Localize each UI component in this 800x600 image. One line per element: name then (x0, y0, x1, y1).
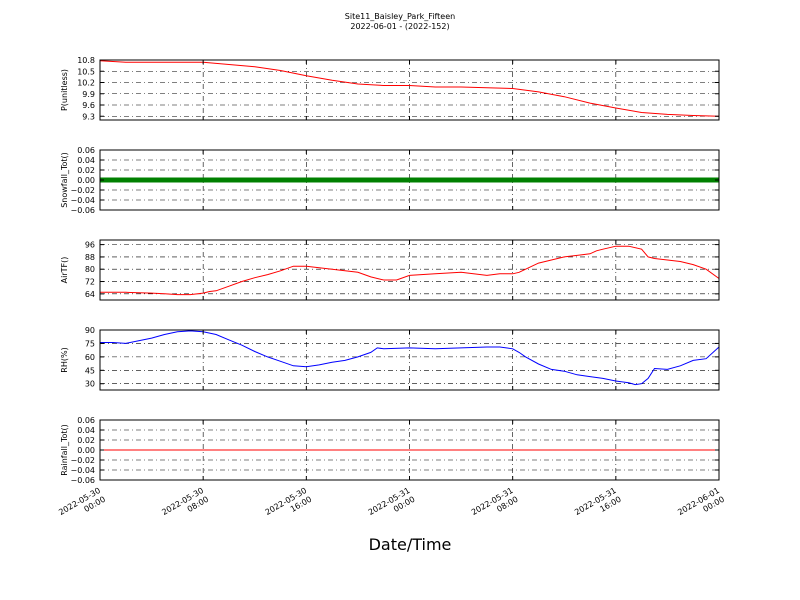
x-tick-label: 2022-05-3100:00 (367, 486, 417, 526)
y-tick-label: 10.8 (77, 56, 95, 65)
chart-panels: 10.810.510.29.99.69.3P(unitless)0.060.04… (60, 56, 720, 485)
series-line (100, 245, 720, 296)
y-tick-label: 9.3 (82, 112, 95, 121)
x-tick-label: 2022-06-0100:00 (676, 486, 726, 526)
y-axis-label: RH(%) (60, 347, 69, 372)
y-axis-label: Snowfall_Tot() (60, 152, 69, 208)
y-tick-label: 75 (85, 339, 95, 348)
panel-4: 90 75 60 45 30 RH(%) (60, 326, 720, 391)
y-tick-label: −0.04 (70, 196, 95, 205)
y-tick-label: 0.04 (77, 426, 95, 435)
y-tick-label: 9.6 (82, 101, 95, 110)
y-tick-label: 10.5 (77, 67, 95, 76)
y-tick-label: −0.02 (70, 186, 95, 195)
y-tick-label: 45 (85, 366, 95, 375)
y-tick-label: 72 (85, 278, 95, 287)
x-tick-labels: 2022-05-3000:00 2022-05-3008:00 2022-05-30… (57, 486, 726, 526)
y-axis-label: P(unitless) (60, 69, 69, 111)
y-tick-label: 90 (85, 326, 95, 335)
y-tick-label: 80 (85, 265, 95, 274)
y-tick-label: −0.06 (70, 206, 95, 215)
panel-2: 0.060.040.020.00−0.02−0.04−0.06Snowfall_… (60, 146, 720, 215)
y-tick-label: 0.06 (77, 146, 95, 155)
series-line (99, 60, 720, 117)
chart-subtitle: 2022-06-01 - (2022-152) (350, 22, 449, 31)
x-axis-label: Date/Time (369, 535, 452, 554)
y-tick-label: 0.02 (77, 166, 95, 175)
y-tick-label: 60 (85, 353, 95, 362)
y-tick-label: 96 (85, 241, 95, 250)
y-tick-label: 64 (85, 290, 95, 299)
y-tick-label: 0.00 (77, 446, 95, 455)
y-tick-label: −0.06 (70, 476, 95, 485)
y-tick-label: 10.2 (77, 79, 95, 88)
x-tick-label: 2022-05-3108:00 (470, 486, 520, 526)
panel-3: 96 88 80 72 64 AirTF() (60, 239, 720, 301)
y-tick-label: −0.02 (70, 456, 95, 465)
y-tick-label: −0.04 (70, 466, 95, 475)
panel-1: 10.8 10.5 10.2 9.9 9.6 9.3 P(unitless) (60, 56, 720, 121)
y-tick-label: 0.00 (77, 176, 95, 185)
x-tick-label: 2022-05-3116:00 (573, 486, 623, 526)
y-tick-label: 0.06 (77, 416, 95, 425)
panel-5: 0.060.040.020.00−0.02−0.04−0.06Rainfall_… (60, 416, 720, 485)
x-tick-label: 2022-05-3008:00 (160, 486, 210, 526)
y-tick-label: 88 (85, 253, 95, 262)
y-tick-label: 0.02 (77, 436, 95, 445)
chart-title: Site11_Baisley_Park_Fifteen (345, 12, 455, 21)
y-axis-label: AirTF() (60, 257, 69, 284)
x-tick-label: 2022-05-3000:00 (57, 486, 107, 526)
y-axis-label: Rainfall_Tot() (60, 424, 69, 476)
y-tick-label: 30 (85, 380, 95, 389)
y-tick-label: 0.04 (77, 156, 95, 165)
y-tick-label: 9.9 (82, 90, 95, 99)
x-tick-label: 2022-05-3016:00 (264, 486, 314, 526)
